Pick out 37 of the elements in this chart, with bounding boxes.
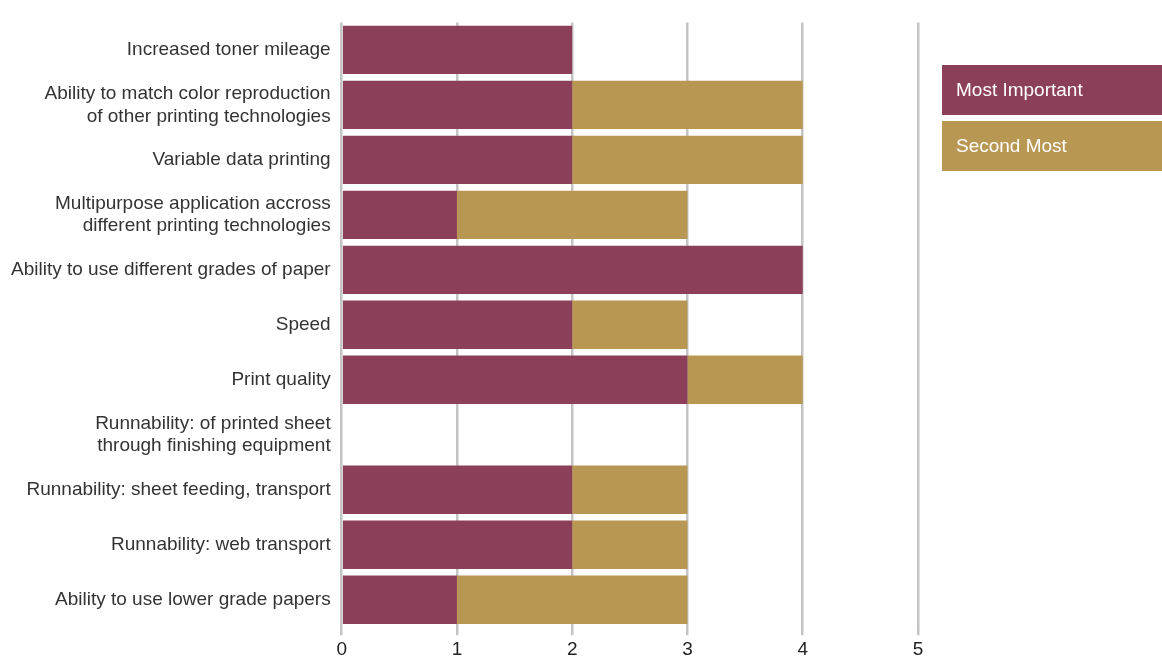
- text: Most Important: [956, 79, 1083, 101]
- bar: [342, 135, 573, 185]
- y-tick-label: Print quality: [231, 368, 332, 390]
- bar: [572, 465, 688, 514]
- bar: [342, 190, 457, 240]
- bar: [572, 135, 803, 185]
- y-tick-label: Variable data printing: [152, 148, 331, 170]
- x-tick-label: 0: [336, 637, 347, 659]
- bar: [342, 465, 573, 514]
- y-tick-label: Multipurpose application accross different printing technologies: [55, 191, 331, 236]
- bar: [342, 25, 573, 75]
- y-tick-label: Runnability: of printed sheet through finishing equipment: [95, 411, 332, 456]
- bar: [572, 520, 688, 569]
- bar: [456, 575, 688, 624]
- bar: [342, 520, 573, 569]
- x-tick-label: 5: [912, 637, 924, 659]
- x-tick-label: 2: [566, 637, 578, 659]
- bar: [456, 190, 688, 240]
- bar: [342, 575, 457, 624]
- bar: [687, 355, 803, 404]
- y-tick-label: Runnability: web transport: [111, 532, 332, 554]
- bar: [572, 300, 688, 349]
- y-tick-label: Ability to use different grades of paper: [10, 258, 332, 280]
- y-tick-label: Increased toner mileage: [126, 38, 331, 60]
- y-tick-label: Speed: [275, 313, 331, 335]
- bar: [342, 80, 573, 130]
- x-tick-label: 4: [797, 637, 809, 659]
- y-tick-label: Ability to use lower grade papers: [55, 587, 331, 609]
- y-tick-label: Ability to match color reproduction of other printing technologies: [44, 81, 331, 126]
- x-tick-label: 3: [682, 637, 693, 659]
- bar: [342, 245, 803, 295]
- bar: [342, 300, 573, 349]
- bar: [342, 355, 688, 404]
- text: Second Most: [956, 135, 1067, 157]
- bar: [572, 80, 803, 130]
- y-tick-label: Runnability: sheet feeding, transport: [26, 477, 332, 499]
- x-tick-label: 1: [451, 637, 463, 659]
